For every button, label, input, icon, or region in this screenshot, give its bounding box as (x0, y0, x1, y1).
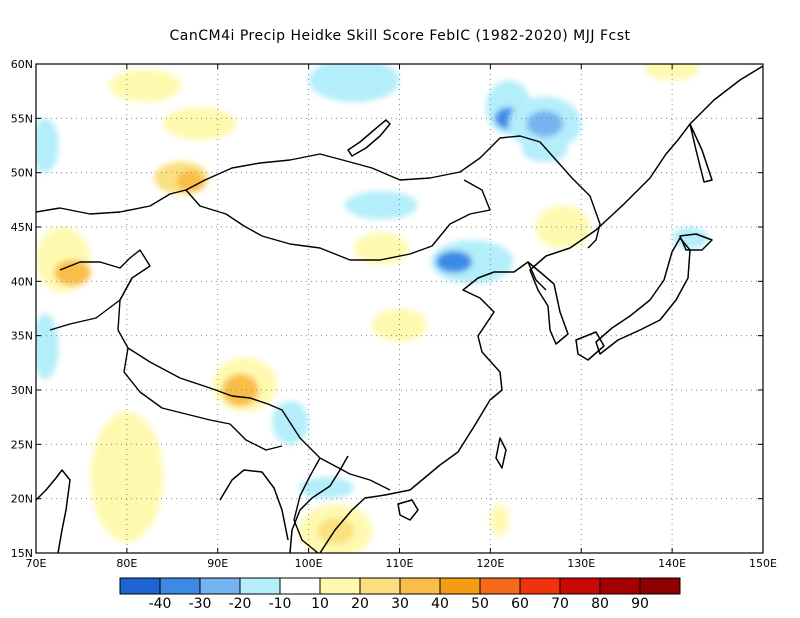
colorbar-label: 50 (471, 596, 489, 612)
colorbar-swatch-13 (639, 577, 681, 595)
y-tick-label: 25N (11, 438, 33, 451)
skill-region-15 (490, 504, 509, 537)
y-tick-label: 50N (11, 167, 33, 180)
skill-region-23 (308, 64, 400, 103)
axis-ticks: 70E 80E 90E 100E 110E 120E 130E 140E 150E 15N 20N 2… (11, 58, 777, 570)
coastline-india (36, 469, 71, 553)
colorbar-label: -10 (269, 596, 292, 612)
colorbar-swatch-5 (319, 577, 361, 595)
colorbar-label: 40 (431, 596, 449, 612)
y-tick-label: 15N (11, 547, 33, 560)
skill-region-4 (54, 259, 91, 286)
colorbar-swatch-3 (239, 577, 281, 595)
country-borders (36, 135, 601, 553)
skill-region-2 (176, 170, 205, 193)
coastline-hainan (397, 499, 419, 521)
skill-region-27 (672, 227, 709, 249)
skill-region-12 (535, 205, 591, 249)
y-tick-label: 20N (11, 493, 33, 506)
y-tick-label: 60N (11, 58, 33, 71)
x-tick-label: 150E (749, 557, 777, 570)
border-himalaya (123, 347, 283, 451)
colorbar-swatch-10 (519, 577, 561, 595)
colorbar-label: -40 (149, 596, 172, 612)
border-korea (527, 261, 547, 291)
x-tick-label: 90E (207, 557, 228, 570)
y-tick-label: 45N (11, 221, 33, 234)
colorbar-swatch-6 (359, 577, 401, 595)
border-china-west (117, 277, 391, 491)
colorbar-label: 60 (511, 596, 529, 612)
colorbar-swatch-4 (279, 577, 321, 595)
border-indochina (293, 457, 321, 553)
x-tick-label: 130E (567, 557, 595, 570)
skill-region-6 (222, 373, 259, 407)
skill-region-17 (435, 250, 473, 273)
border-russia-china-mongolia (185, 135, 601, 249)
y-tick-label: 40N (11, 275, 33, 288)
colorbar-swatch-0 (119, 577, 161, 595)
colorbar-swatch-9 (479, 577, 521, 595)
y-tick-label: 35N (11, 330, 33, 343)
baikal-lake (347, 119, 391, 157)
skill-region-9 (317, 518, 355, 545)
colorbar-label: 70 (551, 596, 569, 612)
gridlines (36, 64, 763, 553)
colorbar-swatch-8 (439, 577, 481, 595)
colorbar-swatch-2 (199, 577, 241, 595)
colorbar-label: -20 (229, 596, 252, 612)
colorbar-label: -30 (189, 596, 212, 612)
y-tick-label: 55N (11, 112, 33, 125)
coastline-kyushu (575, 331, 605, 361)
skill-region-14 (108, 69, 182, 103)
colorbar-swatch-7 (399, 577, 441, 595)
colorbar-swatch-12 (599, 577, 641, 595)
skill-region-13 (644, 64, 700, 81)
coastline-indochina-west (289, 455, 349, 553)
coastline-sakhalin (689, 123, 713, 183)
border-central-asia (49, 249, 151, 331)
skill-region-28 (36, 313, 59, 380)
border-mongolia-china (185, 179, 491, 261)
x-tick-label: 100E (295, 557, 323, 570)
colorbar-label: 20 (351, 596, 369, 612)
skill-region-26 (344, 191, 418, 220)
colorbar-label: 10 (311, 596, 329, 612)
colorbar: -40 -30 -20 -10 10 20 30 40 50 60 70 80 90 (119, 577, 681, 612)
colorbar-swatch-1 (159, 577, 201, 595)
y-tick-label: 30N (11, 384, 33, 397)
coastline-japan-honshu (595, 237, 691, 355)
skill-region-22 (36, 118, 59, 173)
x-tick-label: 80E (116, 557, 137, 570)
skill-region-29 (522, 140, 568, 162)
colorbar-label: 90 (631, 596, 649, 612)
x-tick-label: 120E (476, 557, 504, 570)
x-tick-label: 110E (386, 557, 414, 570)
x-tick-label: 140E (658, 557, 686, 570)
chart-title: CanCM4i Precip Heidke Skill Score FebIC … (169, 28, 631, 44)
skill-region-0 (163, 107, 236, 141)
x-tick-label: 70E (26, 557, 47, 570)
border-kazakhstan (36, 189, 187, 215)
skill-region-21 (526, 110, 564, 137)
skill-region-7 (90, 411, 164, 543)
coastline-hokkaido (679, 233, 713, 251)
colorbar-label: 80 (591, 596, 609, 612)
coastline-taiwan (495, 437, 507, 469)
coastline-bay-of-bengal (219, 469, 289, 541)
colorbar-swatch-11 (559, 577, 601, 595)
colorbar-label: 30 (391, 596, 409, 612)
